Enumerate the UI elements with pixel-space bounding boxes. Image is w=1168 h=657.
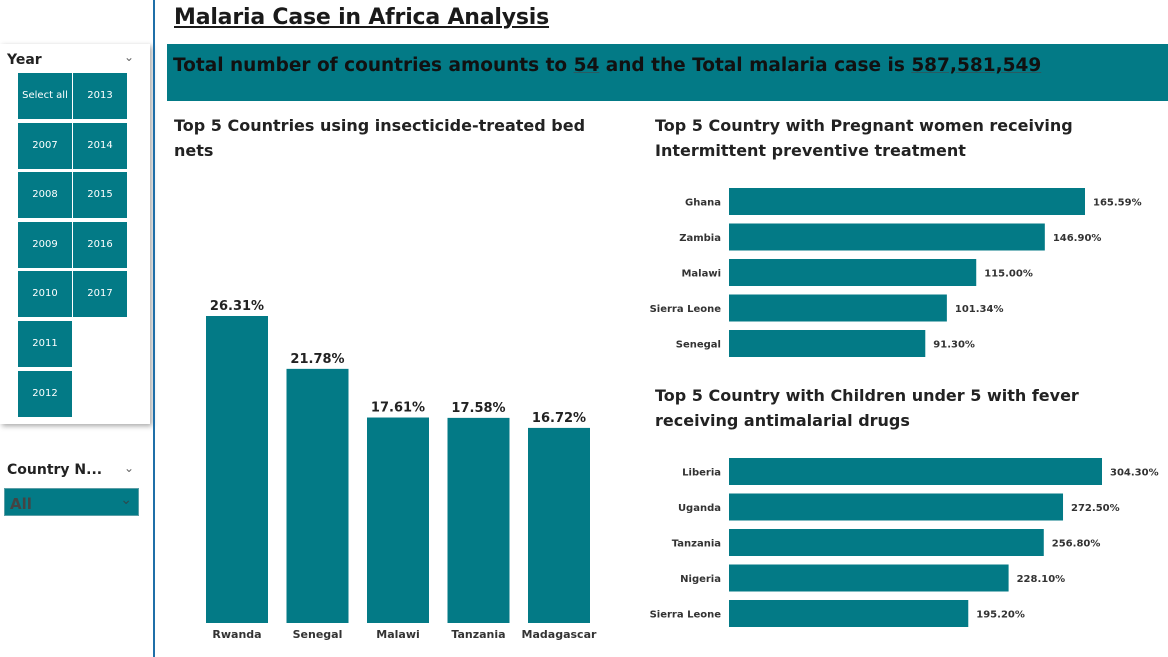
data-label: 21.78% [290, 352, 344, 367]
category-label: Zambia [679, 233, 721, 244]
kpi-country-count: 54 [573, 55, 600, 76]
year-option-2015[interactable]: 2015 [73, 172, 127, 219]
bednets-bar-chart: 26.31% Rwanda 21.78% Senegal 17.61% Malawi 17.… [206, 299, 597, 641]
kpi-text: Total number of countries amounts to 54 … [173, 55, 1041, 76]
data-label: 272.50% [1071, 503, 1120, 514]
category-label: Tanzania [451, 628, 505, 641]
category-label: Malawi [376, 628, 420, 641]
data-label: 195.20% [976, 610, 1025, 621]
children-bar-chart: Liberia 304.30% Uganda 272.50% Tanzania 256.8… [650, 458, 1159, 627]
year-option-2014[interactable]: 2014 [73, 122, 127, 169]
bar-rwanda[interactable] [206, 316, 268, 623]
page-title: Malaria Case in Africa Analysis [174, 5, 550, 30]
category-label: Ghana [685, 198, 721, 209]
bar-tanzania[interactable] [447, 417, 510, 623]
year-option-select-all[interactable]: Select all [18, 73, 72, 119]
data-label: 101.34% [955, 304, 1004, 315]
category-label: Madagascar [522, 628, 597, 641]
year-option-2016[interactable]: 2016 [73, 221, 127, 268]
country-slicer-title: Country N... [7, 462, 103, 478]
children-chart-card: Top 5 Country with Children under 5 with… [648, 378, 1166, 653]
children-chart-title: Top 5 Country with Children under 5 with… [655, 386, 1079, 430]
category-label: Sierra Leone [650, 304, 722, 315]
category-label: Uganda [678, 503, 721, 514]
country-dropdown[interactable]: All ⌄ [4, 488, 139, 516]
kpi-prefix: Total number of countries amounts to [173, 55, 574, 76]
bednets-chart-title: Top 5 Countries using insecticide-treate… [174, 116, 586, 160]
bednets-chart-card: Top 5 Countries using insecticide-treate… [167, 108, 629, 653]
bar-madagascar[interactable] [528, 427, 590, 623]
data-label: 165.59% [1093, 198, 1142, 209]
data-label: 16.72% [532, 411, 586, 426]
year-option-2012[interactable]: 2012 [18, 370, 72, 417]
country-selected-value: All [10, 495, 32, 513]
data-label: 228.10% [1017, 574, 1066, 585]
pane-divider [153, 0, 155, 657]
kpi-total-cases: 587,581,549 [911, 55, 1042, 76]
pregnant-bar-chart: Ghana 165.59% Zambia 146.90% Malawi 115.00% Si… [650, 188, 1142, 357]
pregnant-chart-card: Top 5 Country with Pregnant women receiv… [648, 108, 1166, 370]
category-label: Malawi [681, 269, 721, 280]
year-option-2008[interactable]: 2008 [18, 172, 72, 219]
data-label: 256.80% [1052, 539, 1101, 550]
year-option-2007[interactable]: 2007 [18, 122, 72, 169]
category-label: Senegal [293, 628, 343, 641]
year-option-2013[interactable]: 2013 [73, 73, 127, 119]
kpi-middle: and the Total malaria case is [599, 55, 912, 76]
year-option-2010[interactable]: 2010 [18, 271, 72, 318]
category-label: Liberia [682, 468, 721, 479]
chevron-down-icon[interactable]: ⌄ [124, 50, 135, 64]
category-label: Rwanda [212, 628, 261, 641]
chevron-down-icon[interactable]: ⌄ [124, 461, 135, 475]
year-slicer: Year ⌄ Select all 2013 2007 2014 2008 2015 200… [0, 44, 150, 424]
data-label: 115.00% [984, 269, 1033, 280]
category-label: Senegal [676, 340, 721, 351]
bar-malawi[interactable] [367, 417, 429, 623]
bar-zambia[interactable] [729, 223, 1045, 251]
bar-malawi[interactable] [729, 259, 977, 286]
pregnant-chart-title: Top 5 Country with Pregnant women receiv… [655, 116, 1073, 160]
bar-uganda[interactable] [729, 493, 1064, 521]
year-option-2017[interactable]: 2017 [73, 271, 127, 318]
category-label: Sierra Leone [650, 610, 722, 621]
bar-liberia[interactable] [729, 458, 1102, 485]
year-option-2011[interactable]: 2011 [18, 321, 72, 367]
data-label: 304.30% [1110, 468, 1159, 479]
data-label: 26.31% [210, 299, 264, 314]
data-label: 17.61% [371, 401, 425, 416]
category-label: Tanzania [672, 539, 721, 550]
data-label: 17.58% [451, 401, 505, 416]
bar-ghana[interactable] [729, 188, 1085, 215]
kpi-banner: Total number of countries amounts to 54 … [167, 44, 1168, 101]
bar-nigeria[interactable] [729, 564, 1009, 592]
filter-pane: Year ⌄ Select all 2013 2007 2014 2008 2015 200… [0, 0, 155, 657]
bar-senegal[interactable] [286, 368, 349, 623]
bar-tanzania[interactable] [729, 529, 1044, 556]
chevron-down-icon: ⌄ [120, 492, 132, 508]
data-label: 146.90% [1053, 233, 1102, 244]
year-slicer-title: Year [7, 52, 42, 68]
data-label: 91.30% [933, 340, 975, 351]
category-label: Nigeria [680, 574, 721, 585]
bar-senegal[interactable] [729, 330, 926, 357]
bar-sierra-leone[interactable] [729, 600, 969, 627]
bar-sierra-leone[interactable] [729, 294, 947, 322]
year-option-2009[interactable]: 2009 [18, 221, 72, 268]
